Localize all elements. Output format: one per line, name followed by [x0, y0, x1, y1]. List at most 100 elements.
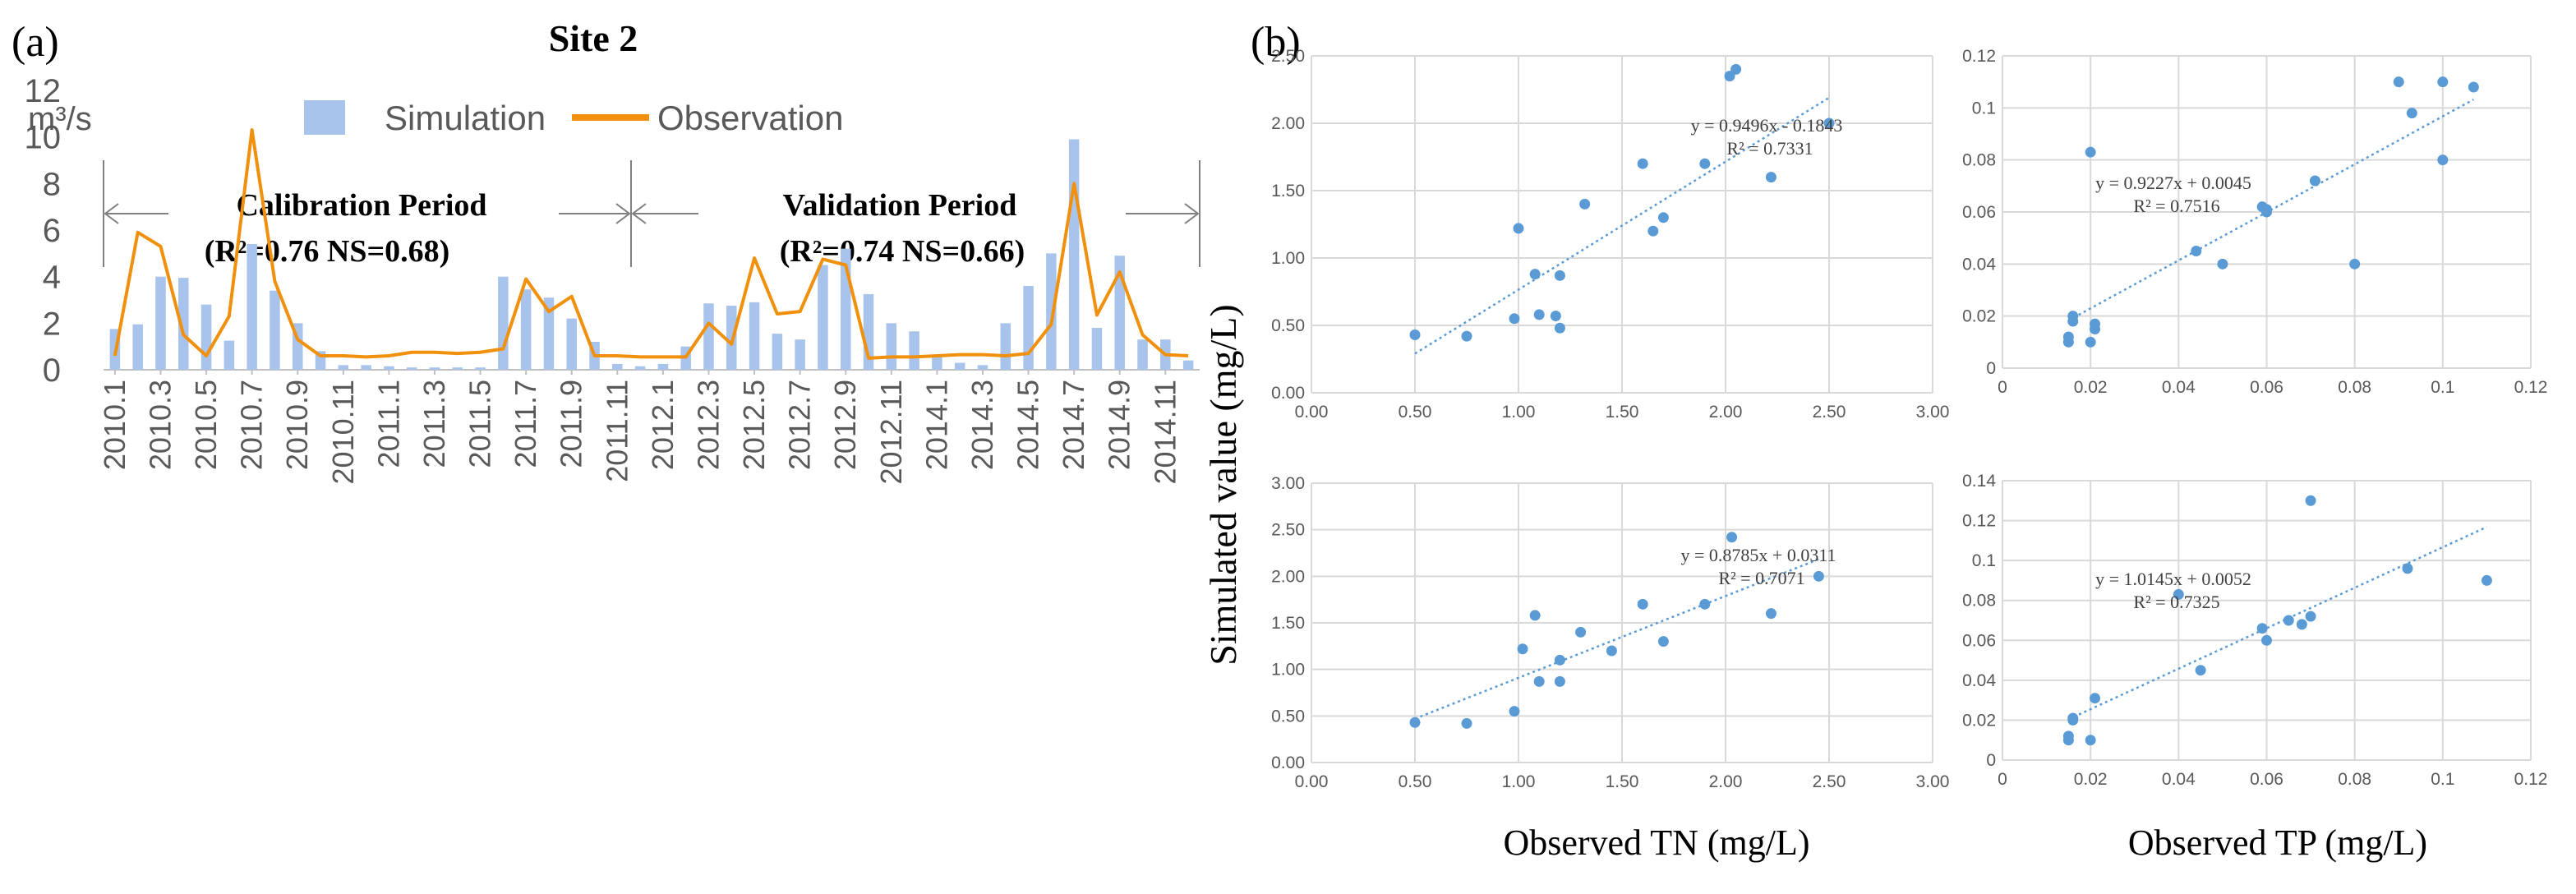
data-point — [1513, 223, 1524, 234]
y-tick-label: 0.04 — [1962, 255, 1996, 274]
data-point — [1554, 322, 1565, 334]
y-tick-label: 0 — [43, 353, 61, 389]
trendline — [2067, 526, 2487, 721]
simulation-bar — [818, 265, 828, 370]
data-point — [2085, 336, 2096, 348]
simulation-bar — [155, 276, 166, 370]
data-point — [1699, 158, 1711, 169]
simulation-bar — [132, 324, 143, 370]
y-tick-label: 10 — [25, 120, 62, 156]
simulation-bar — [932, 356, 942, 370]
x-tick-label: 2.50 — [1813, 403, 1846, 422]
x-tick-label: 2012.3 — [691, 380, 725, 470]
x-tick-label: 0.1 — [2431, 770, 2454, 789]
data-point — [2067, 714, 2079, 726]
y-tick-label: 1.00 — [1271, 249, 1305, 268]
data-point — [1461, 717, 1472, 729]
simulation-bar — [1137, 339, 1148, 370]
data-point — [1823, 118, 1835, 129]
simulation-bar — [178, 278, 189, 370]
panel-a-label: (a) — [12, 19, 59, 66]
simulation-bar — [1091, 328, 1103, 370]
x-tick-label: 2014.1 — [919, 380, 953, 470]
y-tick-label: 0.06 — [1962, 631, 1996, 650]
y-tick-label: 0.02 — [1962, 307, 1996, 326]
data-point — [2195, 665, 2206, 676]
simulation-bar — [223, 340, 235, 370]
y-tick-label: 0.1 — [1972, 551, 1996, 570]
data-point — [2437, 154, 2449, 166]
validation-title: Validation Period — [783, 188, 1017, 223]
x-tick-label: 2011.1 — [371, 380, 405, 468]
chart-a-unit: m³/s — [28, 101, 92, 137]
x-tick-label: 2010.11 — [326, 380, 360, 484]
data-point — [1529, 610, 1541, 621]
simulation-bar — [498, 276, 509, 370]
simulation-bar — [612, 363, 623, 370]
data-point — [1529, 269, 1541, 280]
x-tick-label: 0.06 — [2250, 378, 2283, 397]
x-tick-label: 0.00 — [1295, 772, 1329, 791]
data-point — [1637, 598, 1648, 610]
x-tick-label: 0.00 — [1295, 403, 1329, 422]
simulation-bar — [772, 334, 783, 370]
x-tick-label: 2011.11 — [600, 380, 634, 482]
data-point — [2296, 619, 2307, 630]
simulation-bar — [247, 244, 257, 370]
y-tick-label: 2.00 — [1271, 114, 1305, 133]
x-axis-label-tn: Observed TN (mg/L) — [1503, 823, 1809, 863]
x-tick-label: 2011.5 — [463, 380, 497, 468]
data-point — [2481, 574, 2492, 586]
x-tick-label: 2012.11 — [874, 380, 908, 484]
simulation-bar — [977, 365, 988, 370]
data-point — [1657, 636, 1669, 647]
data-point — [1533, 675, 1545, 687]
data-point — [2085, 735, 2096, 746]
data-point — [2261, 204, 2272, 215]
y-tick-label: 8 — [43, 166, 61, 202]
data-point — [2309, 175, 2320, 187]
simulation-bar — [1046, 253, 1057, 370]
data-point — [2349, 258, 2361, 270]
y-tick-label: 0.00 — [1271, 384, 1305, 403]
data-point — [1554, 270, 1565, 281]
y-tick-label: 0.50 — [1271, 707, 1305, 726]
x-tick-label: 2010.1 — [98, 380, 131, 470]
scatter-tn-bottom: 0.00 0.50 1.00 1.50 2.00 2.50 3.00 0.00 0.50 1.00… — [1271, 474, 1949, 791]
data-point — [1647, 225, 1659, 237]
simulation-bar — [520, 289, 532, 370]
x-tick-label: 3.00 — [1916, 403, 1950, 422]
y-tick-label: 0.12 — [1962, 512, 1996, 531]
scatter-tp-bottom: 0 0.02 0.04 0.06 0.08 0.1 0.12 0.14 0 0.02 0.04 0.0… — [1962, 472, 2547, 789]
data-point — [2283, 615, 2294, 626]
simulation-bar — [566, 318, 577, 370]
x-tick-label: 1.00 — [1502, 403, 1536, 422]
y-tick-label: 0.00 — [1271, 753, 1305, 772]
legend-simulation-label: Simulation — [385, 99, 546, 137]
y-tick-label: 0.12 — [1962, 47, 1996, 66]
data-point — [2085, 146, 2096, 158]
y-tick-label: 1.50 — [1271, 182, 1305, 200]
data-point — [2256, 623, 2268, 634]
x-tick-label: 2014.5 — [1012, 380, 1045, 470]
simulation-bar — [1114, 256, 1125, 370]
y-tick-label: 0.08 — [1962, 151, 1996, 170]
data-point — [1554, 654, 1565, 666]
trendline — [1414, 96, 1830, 355]
data-point — [2062, 336, 2074, 348]
x-tick-label: 2014.3 — [965, 380, 999, 470]
trend-r-squared: R² = 0.7071 — [1718, 568, 1804, 588]
x-tick-label: 3.00 — [1916, 772, 1950, 791]
legend-observation-label: Observation — [657, 99, 843, 137]
x-tick-label: 0.02 — [2074, 770, 2108, 789]
data-point — [2305, 611, 2316, 622]
simulation-bar — [475, 367, 486, 370]
x-tick-label: 2012.9 — [828, 380, 862, 470]
x-tick-label: 2014.7 — [1057, 380, 1090, 470]
x-tick-label: 0.1 — [2431, 378, 2454, 397]
simulation-bar — [1023, 286, 1034, 370]
x-tick-label: 0.04 — [2162, 378, 2196, 397]
y-tick-label: 0.04 — [1962, 671, 1996, 690]
x-tick-label: 1.50 — [1606, 403, 1639, 422]
simulation-bar — [703, 303, 714, 370]
